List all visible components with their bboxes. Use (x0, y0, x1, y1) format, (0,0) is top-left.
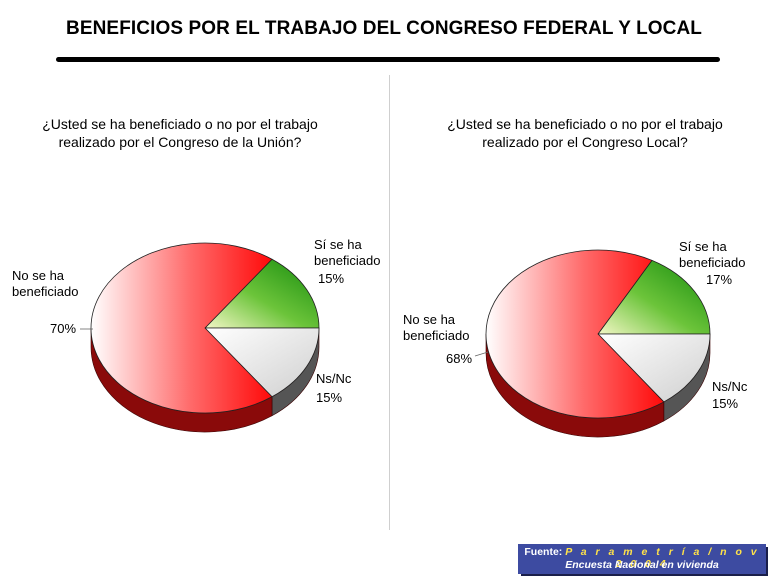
chart-2-slice-ns-nc (597, 333, 711, 403)
chart-1-label-no-beneficiado: No se ha beneficiado (12, 268, 79, 299)
chart-2-label-si-beneficiado: Sí se ha beneficiado (679, 239, 746, 270)
chart-2-label-ns-nc: Ns/Nc (712, 379, 748, 394)
title-underline (56, 57, 720, 62)
source-line: Fuente: P a r a m e t r í a / n o v 2 0 … (518, 546, 766, 570)
chart-2-value-si-beneficiado: 17% (706, 272, 732, 287)
chart-2-question: ¿Usted se ha beneficiado o no por el tra… (447, 116, 723, 150)
source-name: P a r a m e t r í a / n o v 2 0 0 4 (565, 546, 760, 570)
source-note: Encuesta Nacional en vivienda (565, 559, 719, 571)
chart-1-value-no-beneficiado: 70% (50, 321, 76, 336)
chart-1-slice-si-beneficiado (204, 258, 320, 329)
chart-1-value-ns-nc: 15% (316, 390, 342, 405)
chart-1-question: ¿Usted se ha beneficiado o no por el tra… (42, 116, 318, 150)
chart-2-leader-no-beneficiado (474, 351, 489, 357)
source-box: Fuente: P a r a m e t r í a / n o v 2 0 … (518, 544, 766, 574)
chart-1-label-si-beneficiado: Sí se ha beneficiado (314, 237, 381, 268)
chart-2-slice-no-beneficiado (485, 249, 665, 419)
page-title: BENEFICIOS POR EL TRABAJO DEL CONGRESO F… (66, 18, 702, 39)
chart-1-value-si-beneficiado: 15% (318, 271, 344, 286)
chart-2-label-no-beneficiado: No se ha beneficiado (403, 312, 470, 343)
chart-2-value-no-beneficiado: 68% (446, 351, 472, 366)
chart-2-slice-si-beneficiado (597, 259, 711, 335)
chart-1-label-ns-nc: Ns/Nc (316, 371, 352, 386)
chart-1-slice-ns-nc (204, 327, 320, 398)
chart-2-value-ns-nc: 15% (712, 396, 738, 411)
chart-1-slice-no-beneficiado (90, 242, 273, 414)
panel-divider (389, 75, 390, 530)
source-prefix: Fuente: (524, 546, 563, 558)
